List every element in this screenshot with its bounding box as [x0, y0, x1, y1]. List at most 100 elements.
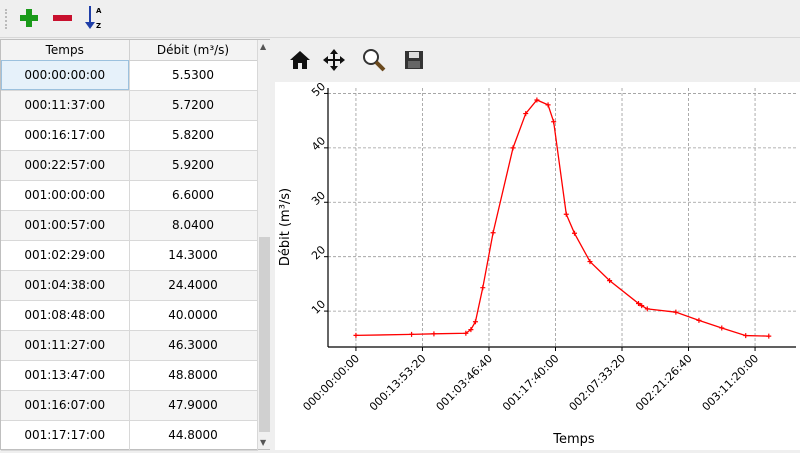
remove-row-button[interactable] — [49, 5, 75, 31]
data-point-marker — [571, 230, 577, 236]
table-row[interactable]: 001:17:17:00 44.8000 — [1, 420, 258, 451]
temps-cell[interactable]: 001:00:57:00 — [1, 210, 130, 241]
table-row[interactable]: 001:13:47:00 48.8000 — [1, 360, 258, 391]
data-point-marker — [468, 327, 474, 333]
y-tick-label: 30 — [309, 189, 328, 208]
toolbar-grip[interactable] — [5, 9, 8, 29]
table-row[interactable]: 001:00:00:00 6.6000 — [1, 180, 258, 211]
data-point-marker — [409, 331, 415, 337]
x-axis-label: Temps — [552, 432, 595, 447]
pan-button[interactable] — [321, 47, 347, 73]
series-line — [355, 99, 769, 337]
data-point-marker — [644, 306, 650, 312]
data-point-marker — [490, 230, 496, 236]
debit-cell[interactable]: 48.8000 — [129, 360, 258, 391]
scroll-up-icon[interactable]: ▲ — [260, 42, 267, 51]
table-row[interactable]: 000:16:17:00 5.8200 — [1, 120, 258, 151]
temps-cell[interactable]: 000:11:37:00 — [1, 90, 130, 121]
temps-cell[interactable]: 001:16:07:00 — [1, 390, 130, 421]
temps-cell[interactable]: 001:17:17:00 — [1, 420, 130, 451]
save-icon — [405, 51, 423, 69]
zoom-icon — [363, 49, 386, 72]
sort-letter-a: A — [96, 7, 102, 15]
data-point-marker — [743, 333, 749, 339]
y-tick-label: 50 — [309, 82, 328, 99]
x-tick-label: 001:17:40:00 — [500, 352, 562, 414]
data-point-marker — [545, 102, 551, 108]
add-icon — [20, 9, 38, 27]
debit-cell[interactable]: 5.5300 — [129, 60, 258, 91]
data-point-marker — [431, 331, 437, 337]
home-button[interactable] — [287, 47, 313, 73]
data-point-marker — [587, 259, 593, 265]
sort-button[interactable]: A Z — [80, 5, 106, 31]
data-table[interactable]: Temps Débit (m³/s) 000:00:00:00 5.5300 000… — [0, 39, 270, 451]
debit-cell[interactable]: 14.3000 — [129, 240, 258, 271]
temps-cell[interactable]: 001:13:47:00 — [1, 360, 130, 391]
debit-cell[interactable]: 44.8000 — [129, 420, 258, 451]
data-point-marker — [766, 333, 772, 339]
data-point-marker — [563, 211, 569, 217]
debit-cell[interactable]: 47.9000 — [129, 390, 258, 421]
debit-cell[interactable]: 5.7200 — [129, 90, 258, 121]
x-tick-label: 002:07:33:20 — [567, 352, 629, 414]
debit-cell[interactable]: 6.6000 — [129, 180, 258, 211]
table-row[interactable]: 001:02:29:00 14.3000 — [1, 240, 258, 271]
save-button[interactable] — [401, 47, 427, 73]
debit-cell[interactable]: 8.0400 — [129, 210, 258, 241]
x-tick-label: 000:00:00:00 — [300, 352, 362, 414]
x-tick-label: 003:11:20:00 — [700, 352, 762, 414]
x-tick-label: 000:13:53:20 — [367, 352, 429, 414]
vertical-scrollbar[interactable]: ▲ ▼ — [257, 40, 270, 449]
temps-cell[interactable]: 000:16:17:00 — [1, 120, 130, 151]
debit-cell[interactable]: 5.9200 — [129, 150, 258, 181]
data-point-marker — [353, 332, 359, 338]
scrollbar-thumb[interactable] — [259, 237, 270, 432]
table-row[interactable]: 001:16:07:00 47.9000 — [1, 390, 258, 421]
home-icon — [290, 51, 310, 69]
remove-icon — [53, 15, 72, 21]
data-point-marker — [696, 317, 702, 323]
data-point-marker — [719, 325, 725, 331]
debit-cell[interactable]: 24.4000 — [129, 270, 258, 301]
plot-canvas[interactable]: 000:00:00:00 000:13:53:20 001:03:46:40 001:… — [275, 80, 800, 450]
temps-cell[interactable]: 001:00:00:00 — [1, 180, 130, 211]
data-point-marker — [551, 119, 557, 125]
temps-cell[interactable]: 001:08:48:00 — [1, 300, 130, 331]
temps-cell[interactable]: 001:11:27:00 — [1, 330, 130, 361]
table-row[interactable]: 001:08:48:00 40.0000 — [1, 300, 258, 331]
y-tick-label: 40 — [309, 134, 328, 153]
table-row[interactable]: 000:22:57:00 5.9200 — [1, 150, 258, 181]
temps-cell[interactable]: 000:00:00:00 — [1, 60, 130, 91]
column-header-temps[interactable]: Temps — [1, 40, 130, 61]
sort-az-icon: A Z — [85, 6, 102, 30]
x-tick-label: 002:21:26:40 — [633, 352, 695, 414]
line-chart: 000:00:00:00 000:13:53:20 001:03:46:40 001:… — [278, 80, 796, 447]
data-point-marker — [534, 97, 540, 103]
debit-cell[interactable]: 46.3000 — [129, 330, 258, 361]
temps-cell[interactable]: 001:02:29:00 — [1, 240, 130, 271]
zoom-button[interactable] — [361, 47, 387, 73]
temps-cell[interactable]: 000:22:57:00 — [1, 150, 130, 181]
data-point-marker — [636, 300, 642, 306]
data-point-marker — [463, 330, 469, 336]
column-header-debit[interactable]: Débit (m³/s) — [129, 40, 258, 61]
pan-icon — [323, 49, 345, 71]
sort-letter-z: Z — [96, 22, 101, 30]
data-point-marker — [510, 145, 516, 151]
debit-cell[interactable]: 5.8200 — [129, 120, 258, 151]
table-row[interactable]: 000:11:37:00 5.7200 — [1, 90, 258, 121]
data-point-marker — [480, 285, 486, 291]
data-point-marker — [607, 278, 613, 284]
table-row[interactable]: 001:00:57:00 8.0400 — [1, 210, 258, 241]
scroll-down-icon[interactable]: ▼ — [260, 438, 267, 447]
temps-cell[interactable]: 001:04:38:00 — [1, 270, 130, 301]
add-row-button[interactable] — [16, 5, 42, 31]
y-tick-label: 10 — [309, 298, 328, 317]
table-row[interactable]: 001:11:27:00 46.3000 — [1, 330, 258, 361]
table-row[interactable]: 000:00:00:00 5.5300 — [1, 60, 258, 91]
debit-cell[interactable]: 40.0000 — [129, 300, 258, 331]
data-point-marker — [523, 111, 529, 117]
data-point-marker — [472, 319, 478, 325]
table-row[interactable]: 001:04:38:00 24.4000 — [1, 270, 258, 301]
